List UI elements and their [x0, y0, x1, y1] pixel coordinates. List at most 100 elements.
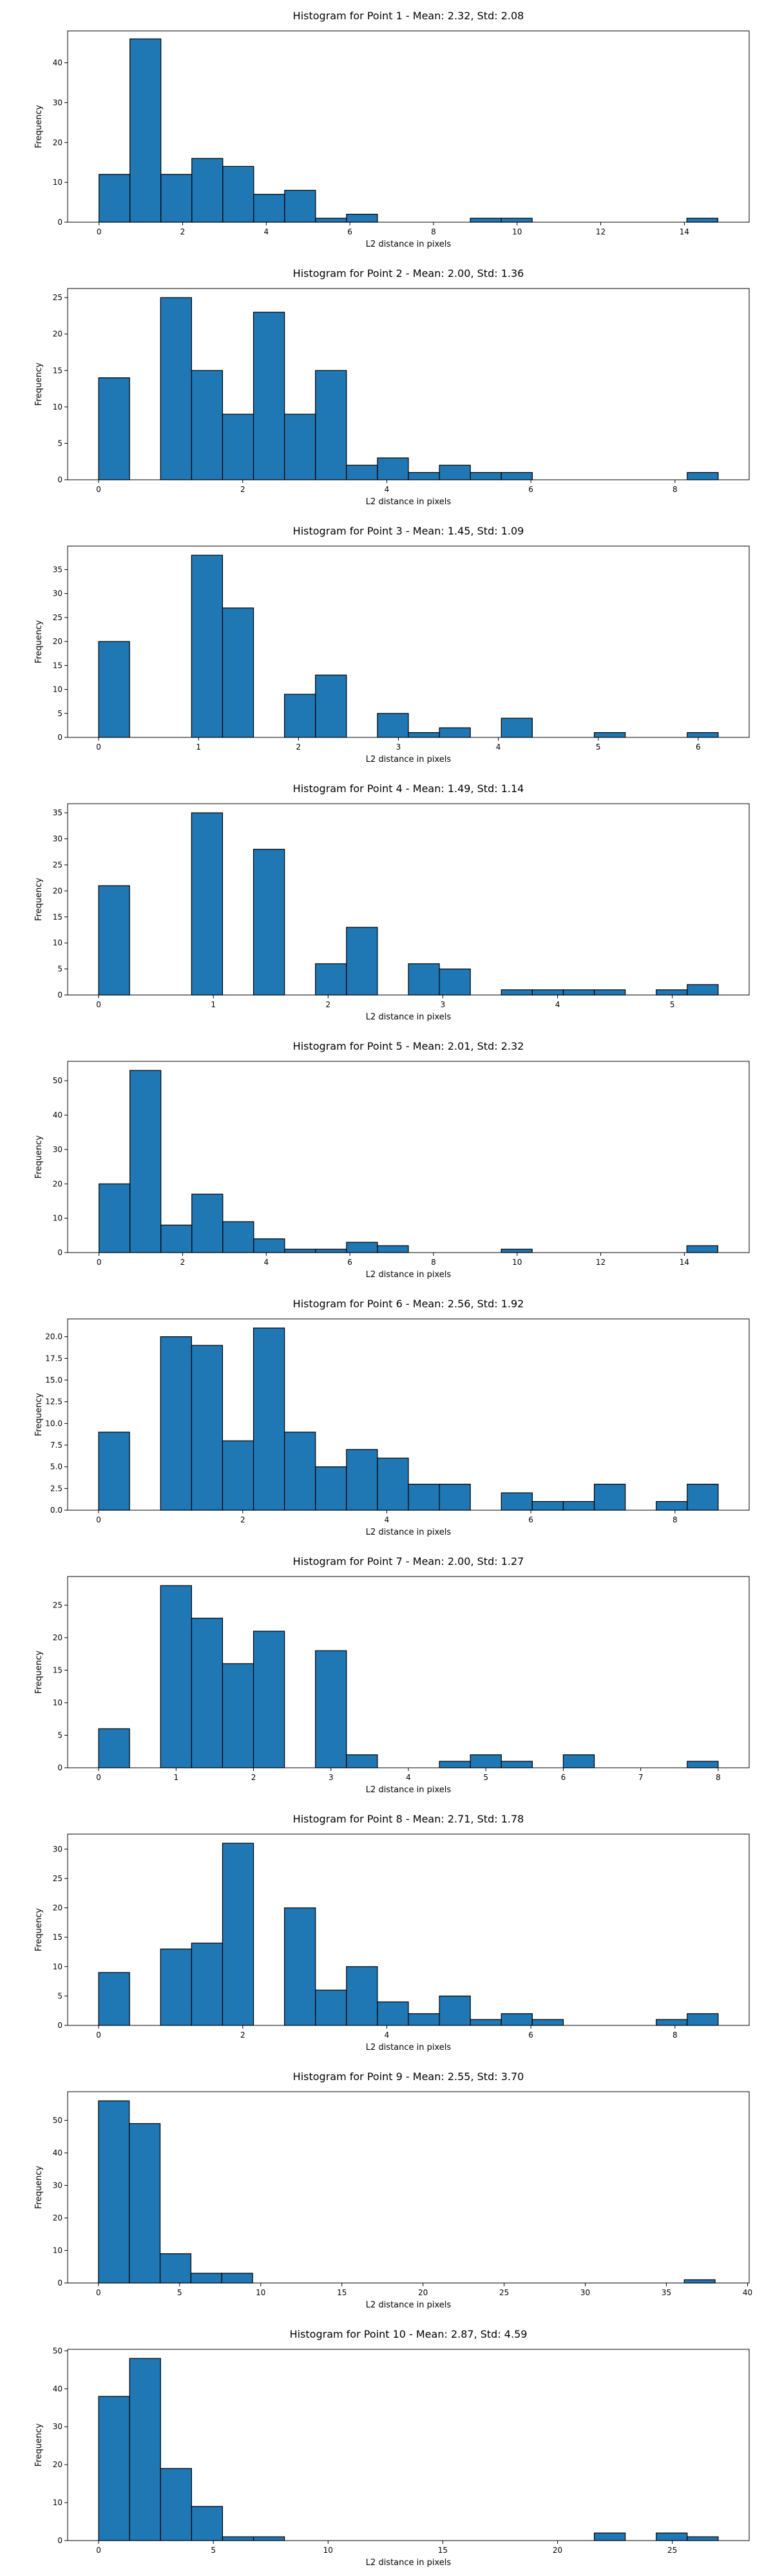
x-axis-label: L2 distance in pixels — [366, 240, 452, 249]
y-tick-label: 40 — [53, 59, 62, 68]
y-axis-label: Frequency — [34, 2423, 44, 2467]
y-tick-label: 10 — [53, 2246, 62, 2255]
x-tick-label: 0 — [96, 2288, 101, 2297]
bars-group — [99, 1070, 718, 1253]
histogram-bar — [315, 1466, 347, 1511]
y-tick-label: 20 — [53, 1179, 62, 1188]
histogram-bar — [160, 1585, 192, 1768]
y-tick-label: 10 — [53, 402, 62, 412]
histogram-bar — [377, 713, 409, 738]
histogram-bar — [501, 472, 533, 480]
y-tick-label: 5 — [57, 965, 62, 974]
histogram-bar — [129, 2358, 161, 2541]
histogram-bar — [253, 1327, 285, 1511]
y-axis-label: Frequency — [34, 878, 44, 921]
histogram-bar — [284, 694, 316, 738]
histogram-bar — [470, 2019, 502, 2026]
histogram-bar — [98, 2396, 130, 2541]
histogram-bar — [191, 1193, 224, 1253]
histogram-bar — [222, 1221, 254, 1253]
axes-frame — [67, 1318, 750, 1511]
x-tick-label: 0 — [97, 227, 102, 236]
y-tick-label: 12.5 — [45, 1397, 62, 1406]
histogram-bar — [160, 297, 192, 480]
x-tick-label: 5 — [211, 2546, 216, 2555]
histogram-bar — [160, 1224, 193, 1253]
histogram-bar — [222, 1663, 254, 1768]
histogram-bar — [501, 1492, 533, 1511]
y-tick-label: 10 — [53, 1962, 62, 1971]
histogram-bar — [160, 1948, 192, 2026]
x-tick-label: 2 — [251, 1773, 256, 1782]
histogram-bar — [222, 1842, 254, 2026]
x-axis-label: L2 distance in pixels — [366, 2558, 452, 2568]
y-tick-label: 15.0 — [45, 1376, 62, 1385]
x-axis-label: L2 distance in pixels — [366, 2300, 452, 2310]
y-tick-label: 0 — [57, 2536, 62, 2545]
histogram-bar — [408, 472, 440, 480]
histogram-bar — [439, 968, 471, 996]
x-tick-label: 12 — [596, 1258, 606, 1267]
y-axis-label: Frequency — [34, 1651, 44, 1694]
x-tick-label: 10 — [256, 2288, 265, 2297]
histogram-bar — [656, 989, 688, 996]
y-axis-label: Frequency — [34, 1908, 44, 1951]
x-tick-label: 12 — [596, 227, 606, 236]
histogram-bar — [221, 2273, 253, 2284]
y-tick-label: 20 — [53, 637, 62, 646]
histogram-bar — [159, 2253, 192, 2284]
x-tick-label: 0 — [96, 1773, 101, 1782]
x-tick-label: 40 — [743, 2288, 752, 2297]
y-tick-label: 5 — [57, 439, 62, 448]
histogram-chart-2: Histogram for Point 2 - Mean: 2.00, Std:… — [34, 267, 750, 507]
axes-frame — [67, 2349, 750, 2541]
histogram-bar — [222, 607, 254, 738]
histogram-bar — [253, 2536, 285, 2541]
y-tick-label: 10 — [53, 938, 62, 947]
histogram-bar — [99, 1183, 131, 1253]
histogram-bar — [346, 1754, 378, 1768]
y-tick-label: 20.0 — [45, 1332, 62, 1341]
y-axis-label: Frequency — [34, 1135, 44, 1179]
histogram-bar — [190, 2273, 222, 2284]
chart-title: Histogram for Point 9 - Mean: 2.55, Std:… — [293, 2070, 524, 2083]
y-tick-label: 15 — [53, 1665, 62, 1674]
histogram-bar — [439, 1761, 471, 1768]
histogram-bar — [656, 2019, 688, 2026]
x-tick-label: 14 — [680, 1258, 689, 1267]
histogram-bar — [98, 885, 130, 996]
y-tick-label: 30 — [53, 589, 62, 598]
y-tick-label: 0 — [57, 1763, 62, 1772]
histogram-bar — [346, 1966, 378, 2026]
histogram-bar — [377, 2001, 409, 2026]
histogram-bar — [160, 1336, 192, 1511]
x-tick-label: 10 — [512, 227, 522, 236]
x-tick-label: 2 — [240, 2031, 245, 2040]
y-tick-label: 15 — [53, 661, 62, 670]
x-tick-label: 6 — [561, 1773, 566, 1782]
y-tick-label: 0 — [57, 2021, 62, 2030]
histogram-bar — [284, 1907, 316, 2026]
histogram-chart-7: Histogram for Point 7 - Mean: 2.00, Std:… — [34, 1555, 750, 1795]
y-tick-label: 50 — [53, 1076, 62, 1085]
chart-title: Histogram for Point 6 - Mean: 2.56, Std:… — [293, 1298, 524, 1310]
y-tick-label: 30 — [53, 1145, 62, 1154]
axes-frame — [67, 1061, 750, 1253]
bars-group — [99, 38, 718, 223]
y-tick-label: 17.5 — [45, 1354, 62, 1363]
histogram-bar — [687, 472, 719, 480]
x-tick-label: 8 — [673, 1515, 678, 1524]
histogram-bar — [687, 1761, 719, 1768]
chart-title: Histogram for Point 1 - Mean: 2.32, Std:… — [293, 10, 524, 22]
histogram-bar — [470, 218, 502, 223]
y-tick-label: 40 — [53, 1111, 62, 1120]
histogram-bar — [99, 174, 131, 223]
histogram-bar — [222, 413, 254, 480]
histogram-bar — [160, 174, 193, 223]
x-tick-label: 0 — [96, 1000, 101, 1009]
y-tick-label: 20 — [53, 2460, 62, 2469]
axes-frame — [67, 288, 750, 480]
histogram-bar — [98, 641, 130, 738]
